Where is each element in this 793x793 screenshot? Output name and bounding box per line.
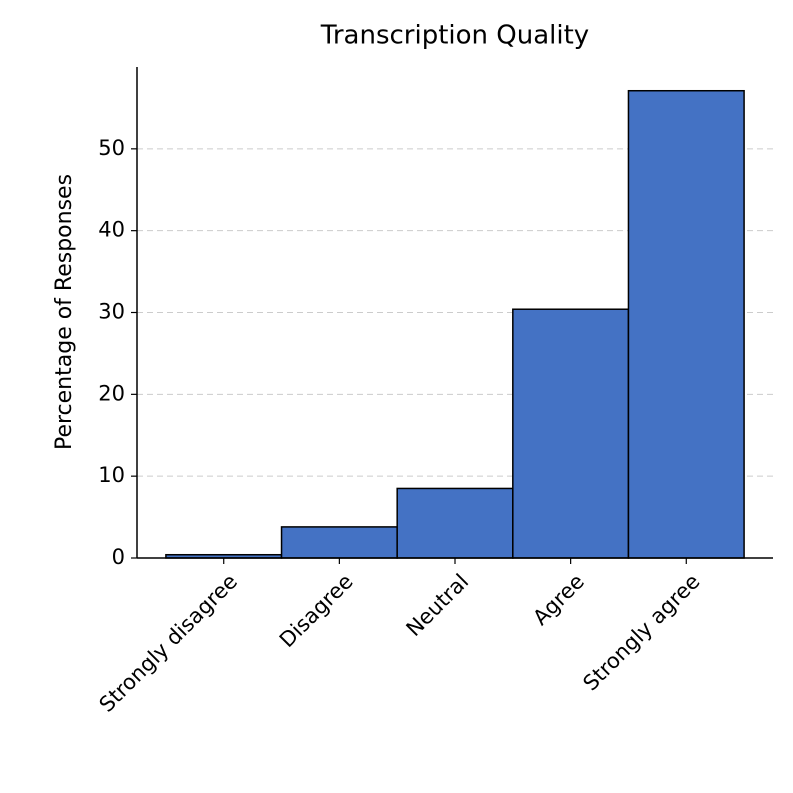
bar <box>280 526 398 559</box>
x-tick-label: Strongly disagree <box>95 569 242 716</box>
y-tick-label: 30 <box>98 300 125 324</box>
chart-title: Transcription Quality <box>320 21 589 51</box>
x-tick-label: Disagree <box>275 569 358 652</box>
bar <box>512 308 630 559</box>
x-tick-label: Strongly agree <box>578 569 704 695</box>
x-tick-label: Neutral <box>402 569 474 641</box>
x-tick-label: Agree <box>528 569 589 630</box>
bar <box>396 487 514 559</box>
y-tick-label: 10 <box>98 463 125 487</box>
bar <box>627 89 745 559</box>
y-tick-label: 40 <box>98 218 125 242</box>
y-tick-label: 50 <box>98 136 125 160</box>
y-axis-label: Percentage of Responses <box>52 174 77 450</box>
y-tick-label: 20 <box>98 381 125 405</box>
y-tick-label: 0 <box>112 545 125 569</box>
